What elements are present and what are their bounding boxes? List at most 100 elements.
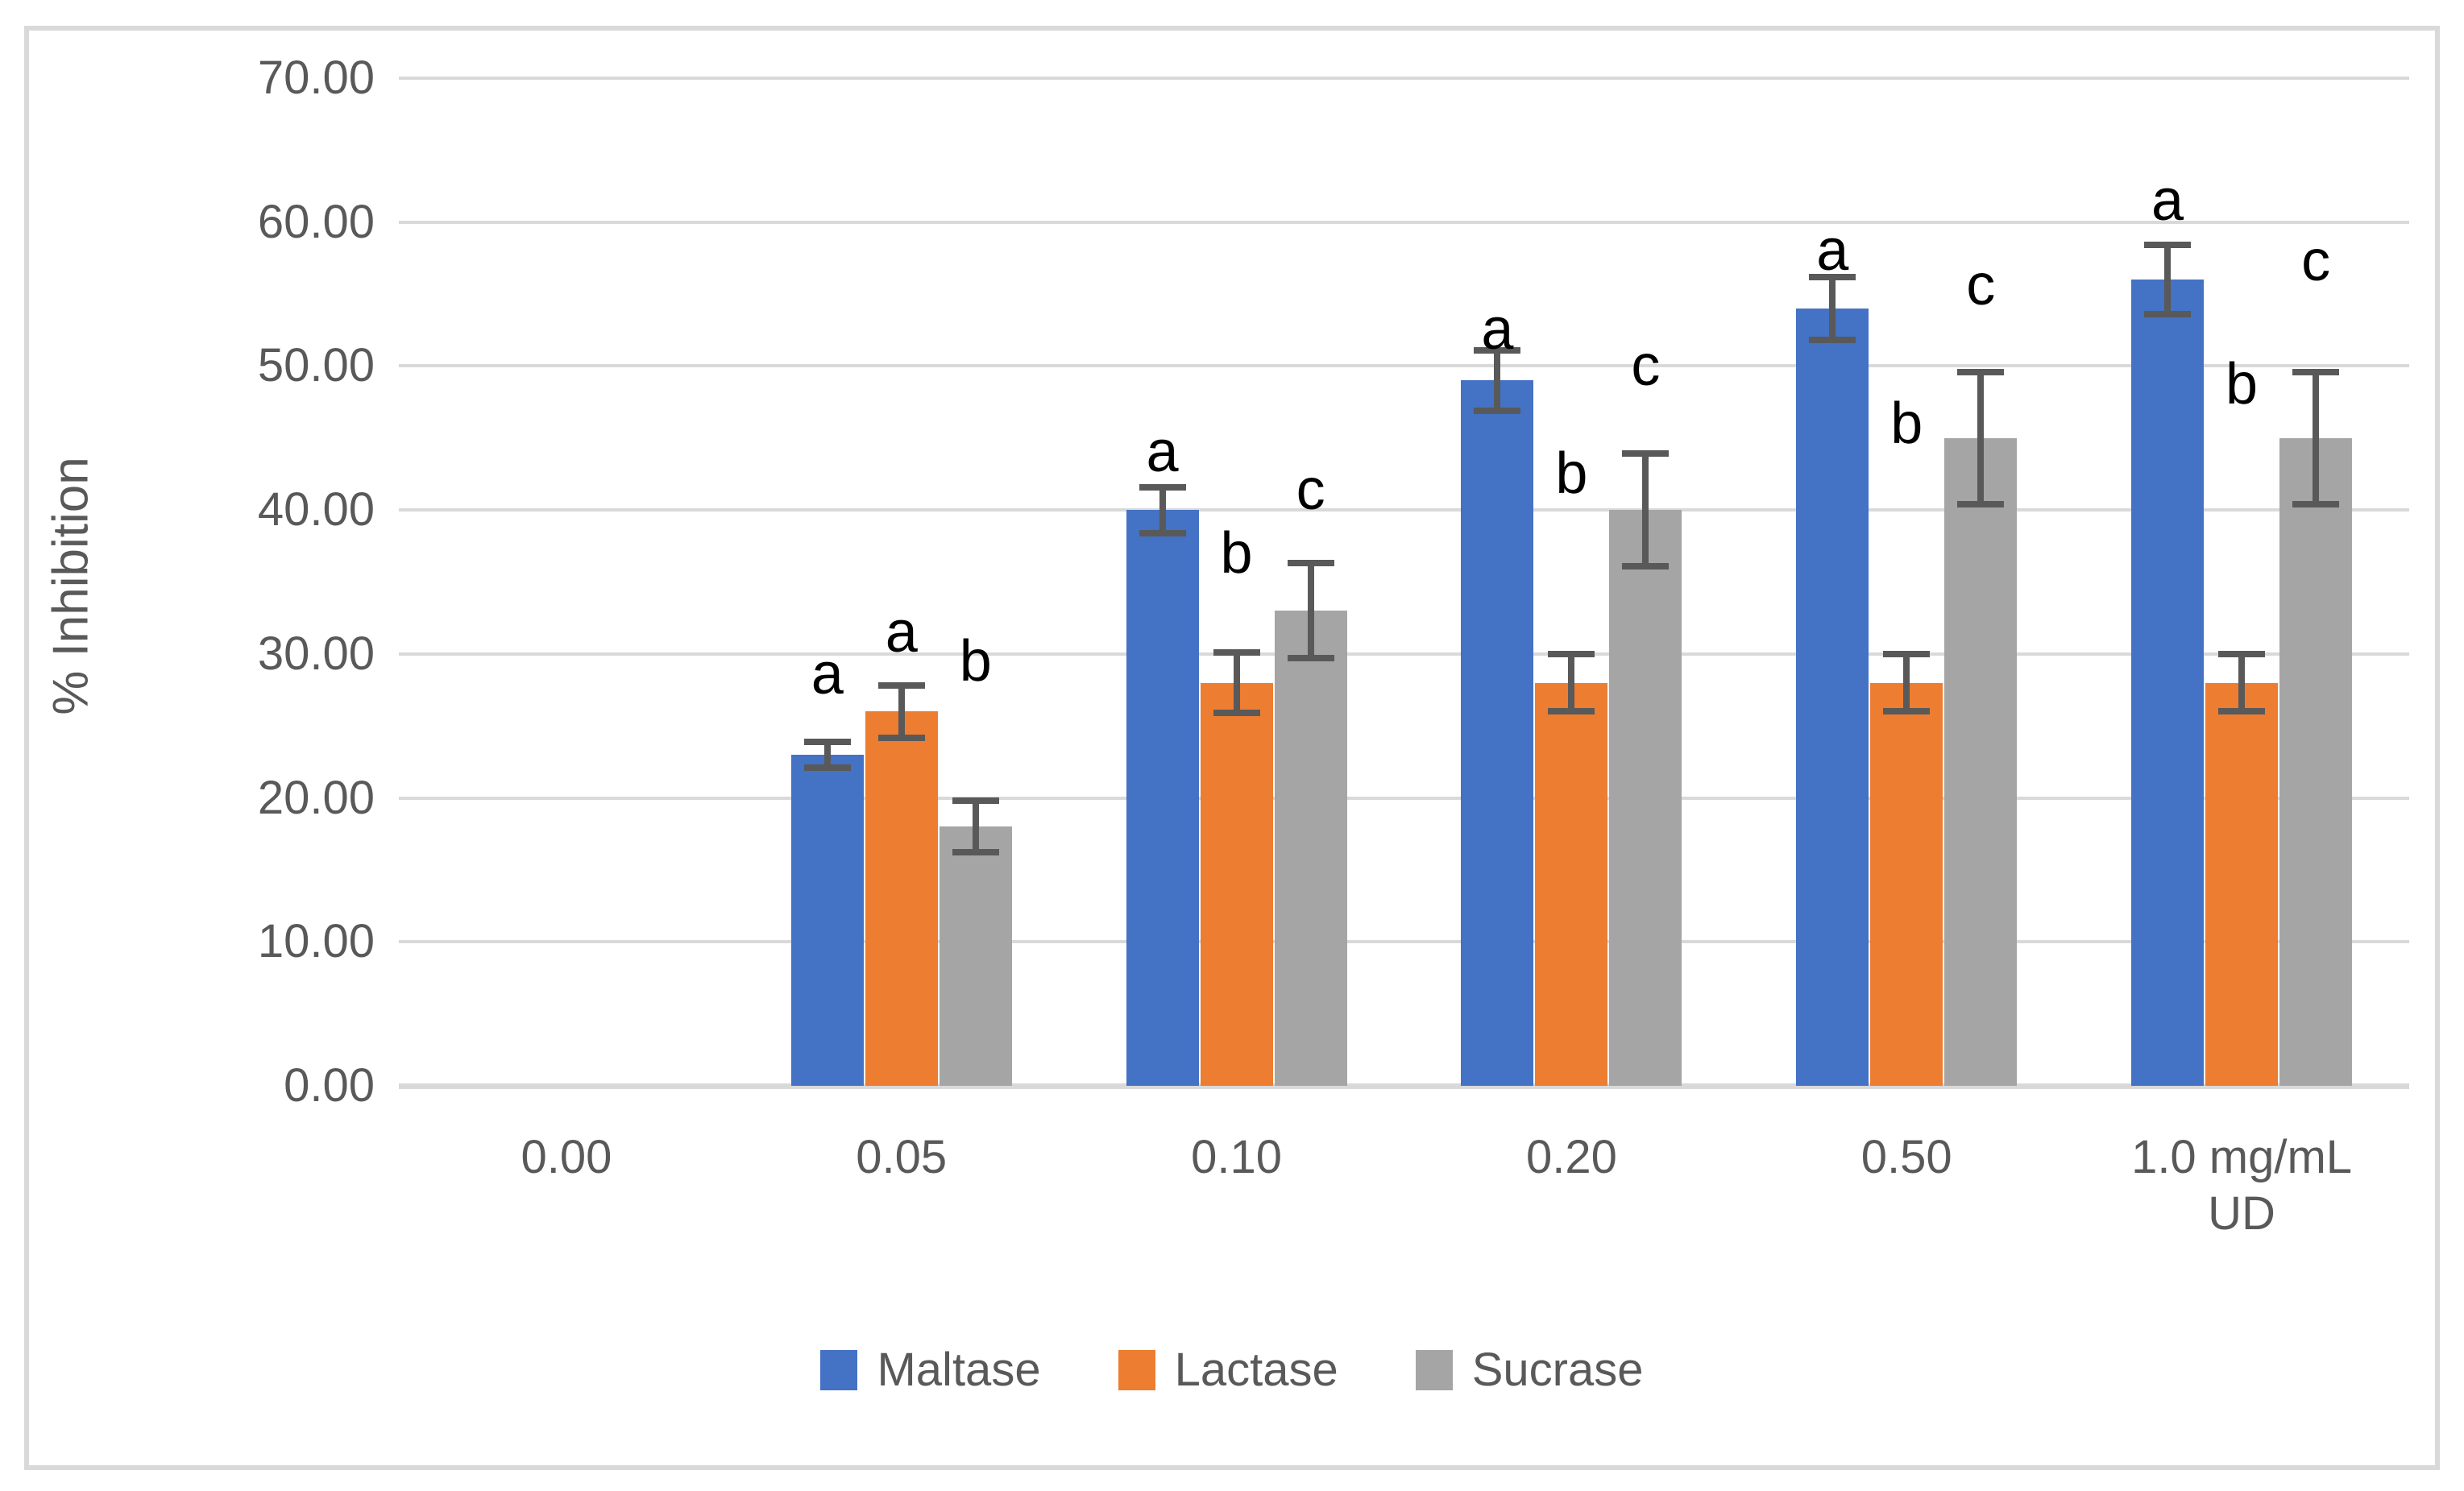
- error-bar-cap: [877, 734, 925, 741]
- bar-lactase-0.20: [1535, 682, 1608, 1086]
- error-bar-cap: [1957, 500, 2005, 507]
- bar-lactase-0.10: [1200, 682, 1273, 1086]
- x-tick-label: 0.50: [1860, 1131, 1952, 1183]
- bar-maltase-0.20: [1461, 380, 1534, 1086]
- legend-item-sucrase: Sucrase: [1415, 1344, 1644, 1396]
- error-bar-cap: [2218, 650, 2266, 657]
- x-axis-line: [399, 1083, 2409, 1089]
- significance-letter: a: [1816, 218, 1849, 284]
- bar-sucrase-1.0 mg/mL: [2279, 437, 2353, 1086]
- error-bar: [1307, 563, 1314, 659]
- error-bar-cap: [1287, 655, 1334, 662]
- error-bar-cap: [1809, 337, 1856, 344]
- legend-label: Sucrase: [1471, 1344, 1644, 1396]
- error-bar-cap: [1474, 346, 1521, 354]
- y-tick-label: 50.00: [257, 339, 375, 392]
- bar-lactase-1.0 mg/mL: [2205, 682, 2279, 1086]
- error-bar: [2164, 245, 2172, 315]
- y-tick-label: 70.00: [257, 52, 375, 104]
- error-bar: [1568, 653, 1575, 712]
- error-bar-cap: [1139, 529, 1186, 536]
- x-tick-label: 1.0 mg/mL UD: [2131, 1131, 2353, 1240]
- error-bar-cap: [877, 682, 925, 690]
- error-bar-cap: [1809, 273, 1856, 280]
- error-bar-cap: [952, 849, 999, 856]
- significance-letter: c: [1631, 333, 1661, 399]
- error-bar: [1159, 487, 1166, 533]
- sucrase-swatch-icon: [1415, 1350, 1453, 1390]
- error-bar-cap: [1213, 710, 1260, 717]
- gridline: [399, 652, 2409, 656]
- error-bar: [1903, 653, 1910, 712]
- significance-letter: a: [885, 599, 918, 665]
- bar-sucrase-0.10: [1274, 611, 1347, 1086]
- gridline: [399, 220, 2409, 224]
- bar-sucrase-0.20: [1609, 510, 1682, 1086]
- significance-letter: c: [1966, 253, 1996, 318]
- error-bar-cap: [1883, 650, 1931, 657]
- gridline: [399, 508, 2409, 512]
- significance-letter: a: [1481, 297, 1514, 362]
- gridline: [399, 796, 2409, 800]
- maltase-swatch-icon: [820, 1350, 858, 1390]
- significance-letter: c: [1296, 457, 1325, 522]
- bar-maltase-0.10: [1126, 510, 1199, 1086]
- legend-label: Maltase: [877, 1344, 1041, 1396]
- error-bar-cap: [1883, 708, 1931, 715]
- bar-lactase-0.50: [1870, 682, 1943, 1086]
- error-bar-cap: [1548, 708, 1595, 715]
- significance-letter: b: [1555, 441, 1588, 507]
- error-bar: [1829, 276, 1836, 341]
- error-bar-cap: [2144, 311, 2192, 318]
- error-bar-cap: [1957, 368, 2005, 375]
- error-bar-cap: [1287, 560, 1334, 567]
- error-bar-cap: [952, 797, 999, 805]
- lactase-swatch-icon: [1118, 1350, 1155, 1390]
- y-tick-label: 40.00: [257, 483, 375, 536]
- x-tick-label: 0.05: [856, 1131, 948, 1183]
- error-bar-cap: [1139, 483, 1186, 491]
- error-bar-cap: [1622, 562, 1670, 569]
- error-bar-cap: [1213, 649, 1260, 656]
- gridline: [399, 364, 2409, 368]
- x-tick-label: 0.20: [1525, 1131, 1617, 1183]
- y-tick-label: 60.00: [257, 195, 375, 248]
- x-tick-label: 0.00: [521, 1131, 612, 1183]
- bar-sucrase-0.50: [1944, 437, 2018, 1086]
- error-bar: [2238, 653, 2246, 712]
- bar-maltase-0.50: [1796, 308, 1869, 1086]
- error-bar-cap: [1474, 407, 1521, 414]
- significance-letter: a: [2151, 168, 2184, 233]
- error-bar-cap: [2218, 708, 2266, 715]
- x-tick-label: 0.10: [1191, 1131, 1283, 1183]
- error-bar-cap: [2292, 368, 2340, 375]
- significance-letter: b: [1890, 391, 1923, 456]
- error-bar-cap: [2292, 500, 2340, 507]
- legend-label: Lactase: [1174, 1344, 1338, 1396]
- significance-letter: a: [811, 641, 844, 706]
- error-bar: [2313, 371, 2320, 504]
- significance-letter: c: [2301, 228, 2331, 293]
- error-bar-cap: [803, 738, 851, 745]
- y-tick-label: 20.00: [257, 771, 375, 824]
- legend: Maltase Lactase Sucrase: [0, 1347, 2464, 1394]
- error-bar-cap: [803, 764, 851, 772]
- gridline: [399, 940, 2409, 944]
- y-tick-label: 0.00: [284, 1059, 375, 1112]
- error-bar: [1977, 371, 1985, 504]
- y-tick-label: 10.00: [257, 915, 375, 968]
- error-bar-cap: [1548, 650, 1595, 657]
- significance-letter: a: [1146, 420, 1179, 485]
- bar-maltase-0.05: [790, 754, 864, 1086]
- y-tick-label: 30.00: [257, 627, 375, 680]
- error-bar: [1233, 652, 1240, 714]
- error-bar: [1494, 350, 1501, 411]
- significance-letter: b: [959, 628, 992, 694]
- significance-letter: b: [2225, 352, 2259, 417]
- error-bar: [823, 741, 831, 768]
- error-bar: [898, 685, 905, 738]
- error-bar-cap: [1622, 450, 1670, 458]
- bar-lactase-0.05: [865, 711, 938, 1086]
